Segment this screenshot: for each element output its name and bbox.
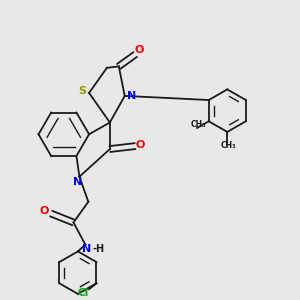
Text: O: O bbox=[40, 206, 49, 216]
Text: N: N bbox=[73, 177, 83, 187]
Text: -H: -H bbox=[93, 244, 105, 254]
Text: Cl: Cl bbox=[77, 288, 89, 298]
Text: O: O bbox=[135, 45, 144, 55]
Text: O: O bbox=[136, 140, 145, 150]
Text: N: N bbox=[127, 91, 136, 101]
Text: CH₃: CH₃ bbox=[221, 141, 236, 150]
Text: S: S bbox=[79, 86, 86, 97]
Text: CH₃: CH₃ bbox=[191, 120, 206, 129]
Text: N: N bbox=[82, 244, 92, 254]
